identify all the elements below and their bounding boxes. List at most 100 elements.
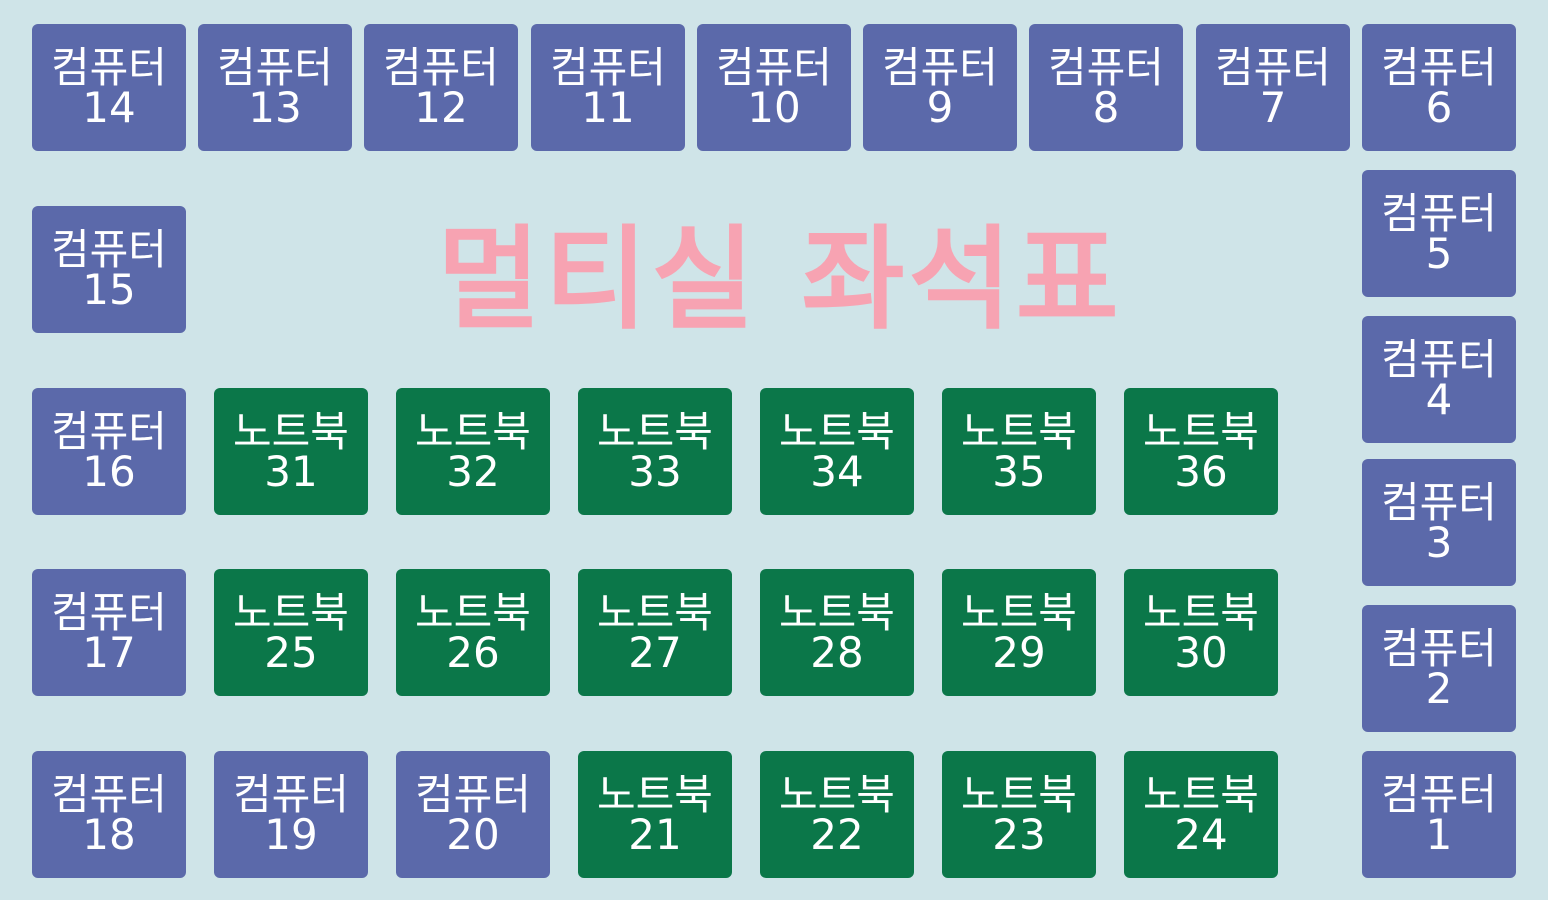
seat-computer-6[interactable]: 컴퓨터 6 [1362, 24, 1516, 151]
seat-notebook-35[interactable]: 노트북 35 [942, 388, 1096, 515]
seat-number: 27 [628, 627, 682, 677]
seat-kind-label: 노트북 [1143, 406, 1259, 456]
seat-computer-18[interactable]: 컴퓨터 18 [32, 751, 186, 878]
seat-kind-label: 컴퓨터 [1381, 623, 1497, 673]
seat-number: 14 [82, 82, 136, 132]
seat-kind-label: 컴퓨터 [1381, 334, 1497, 384]
seat-computer-17[interactable]: 컴퓨터 17 [32, 569, 186, 696]
seat-number: 34 [810, 446, 864, 496]
seat-number: 20 [446, 809, 500, 859]
seat-notebook-28[interactable]: 노트북 28 [760, 569, 914, 696]
seat-number: 24 [1174, 809, 1228, 859]
seat-kind-label: 노트북 [779, 406, 895, 456]
seat-kind-label: 노트북 [415, 587, 531, 637]
seat-computer-2[interactable]: 컴퓨터 2 [1362, 605, 1516, 732]
seat-number: 6 [1425, 82, 1453, 132]
seat-kind-label: 컴퓨터 [51, 42, 167, 92]
seat-kind-label: 노트북 [779, 769, 895, 819]
seat-notebook-25[interactable]: 노트북 25 [214, 569, 368, 696]
seat-notebook-26[interactable]: 노트북 26 [396, 569, 550, 696]
seat-kind-label: 컴퓨터 [882, 42, 998, 92]
seat-notebook-29[interactable]: 노트북 29 [942, 569, 1096, 696]
seat-notebook-27[interactable]: 노트북 27 [578, 569, 732, 696]
seat-kind-label: 노트북 [961, 587, 1077, 637]
seat-computer-15[interactable]: 컴퓨터 15 [32, 206, 186, 333]
seat-computer-1[interactable]: 컴퓨터 1 [1362, 751, 1516, 878]
seat-number: 1 [1425, 809, 1453, 859]
seat-number: 11 [581, 82, 635, 132]
seat-notebook-22[interactable]: 노트북 22 [760, 751, 914, 878]
seat-kind-label: 노트북 [597, 769, 713, 819]
seat-number: 15 [82, 264, 136, 314]
seat-notebook-21[interactable]: 노트북 21 [578, 751, 732, 878]
seat-kind-label: 노트북 [597, 406, 713, 456]
seat-kind-label: 컴퓨터 [415, 769, 531, 819]
seat-kind-label: 컴퓨터 [1381, 769, 1497, 819]
seat-computer-14[interactable]: 컴퓨터 14 [32, 24, 186, 151]
seat-notebook-23[interactable]: 노트북 23 [942, 751, 1096, 878]
seat-computer-5[interactable]: 컴퓨터 5 [1362, 170, 1516, 297]
seat-kind-label: 노트북 [233, 587, 349, 637]
seat-notebook-30[interactable]: 노트북 30 [1124, 569, 1278, 696]
seat-number: 9 [926, 82, 954, 132]
seat-computer-3[interactable]: 컴퓨터 3 [1362, 459, 1516, 586]
seat-kind-label: 컴퓨터 [51, 406, 167, 456]
seat-number: 4 [1425, 374, 1453, 424]
seat-number: 25 [264, 627, 318, 677]
seat-computer-9[interactable]: 컴퓨터 9 [863, 24, 1017, 151]
seat-computer-16[interactable]: 컴퓨터 16 [32, 388, 186, 515]
page-title: 멀티실 좌석표 [437, 215, 1123, 345]
seat-number: 35 [992, 446, 1046, 496]
seat-notebook-24[interactable]: 노트북 24 [1124, 751, 1278, 878]
seat-number: 26 [446, 627, 500, 677]
seat-kind-label: 컴퓨터 [233, 769, 349, 819]
seat-computer-4[interactable]: 컴퓨터 4 [1362, 316, 1516, 443]
seat-computer-10[interactable]: 컴퓨터 10 [697, 24, 851, 151]
seat-kind-label: 컴퓨터 [1381, 42, 1497, 92]
seat-notebook-36[interactable]: 노트북 36 [1124, 388, 1278, 515]
seat-kind-label: 컴퓨터 [217, 42, 333, 92]
seat-kind-label: 컴퓨터 [716, 42, 832, 92]
seat-number: 10 [747, 82, 801, 132]
seat-number: 31 [264, 446, 318, 496]
seat-kind-label: 컴퓨터 [51, 224, 167, 274]
seat-notebook-31[interactable]: 노트북 31 [214, 388, 368, 515]
seat-number: 2 [1425, 663, 1453, 713]
seat-kind-label: 컴퓨터 [550, 42, 666, 92]
seat-number: 32 [446, 446, 500, 496]
seat-computer-7[interactable]: 컴퓨터 7 [1196, 24, 1350, 151]
seat-kind-label: 컴퓨터 [1381, 188, 1497, 238]
seat-number: 21 [628, 809, 682, 859]
seat-kind-label: 노트북 [597, 587, 713, 637]
seat-notebook-33[interactable]: 노트북 33 [578, 388, 732, 515]
seat-number: 23 [992, 809, 1046, 859]
seat-number: 36 [1174, 446, 1228, 496]
seat-computer-11[interactable]: 컴퓨터 11 [531, 24, 685, 151]
seat-number: 29 [992, 627, 1046, 677]
seat-number: 8 [1092, 82, 1120, 132]
seat-kind-label: 컴퓨터 [383, 42, 499, 92]
seat-kind-label: 노트북 [779, 587, 895, 637]
seat-number: 17 [82, 627, 136, 677]
seat-notebook-32[interactable]: 노트북 32 [396, 388, 550, 515]
seat-kind-label: 컴퓨터 [1048, 42, 1164, 92]
seat-kind-label: 컴퓨터 [1381, 477, 1497, 527]
seat-computer-8[interactable]: 컴퓨터 8 [1029, 24, 1183, 151]
seat-notebook-34[interactable]: 노트북 34 [760, 388, 914, 515]
seat-computer-19[interactable]: 컴퓨터 19 [214, 751, 368, 878]
seat-kind-label: 노트북 [415, 406, 531, 456]
seat-kind-label: 노트북 [961, 406, 1077, 456]
seat-number: 22 [810, 809, 864, 859]
seat-number: 3 [1425, 517, 1453, 567]
seat-number: 12 [414, 82, 468, 132]
seat-number: 30 [1174, 627, 1228, 677]
seat-kind-label: 컴퓨터 [51, 769, 167, 819]
seat-computer-20[interactable]: 컴퓨터 20 [396, 751, 550, 878]
seat-kind-label: 노트북 [1143, 769, 1259, 819]
seat-number: 19 [264, 809, 318, 859]
seat-number: 16 [82, 446, 136, 496]
seat-computer-13[interactable]: 컴퓨터 13 [198, 24, 352, 151]
seat-kind-label: 노트북 [233, 406, 349, 456]
seat-computer-12[interactable]: 컴퓨터 12 [364, 24, 518, 151]
